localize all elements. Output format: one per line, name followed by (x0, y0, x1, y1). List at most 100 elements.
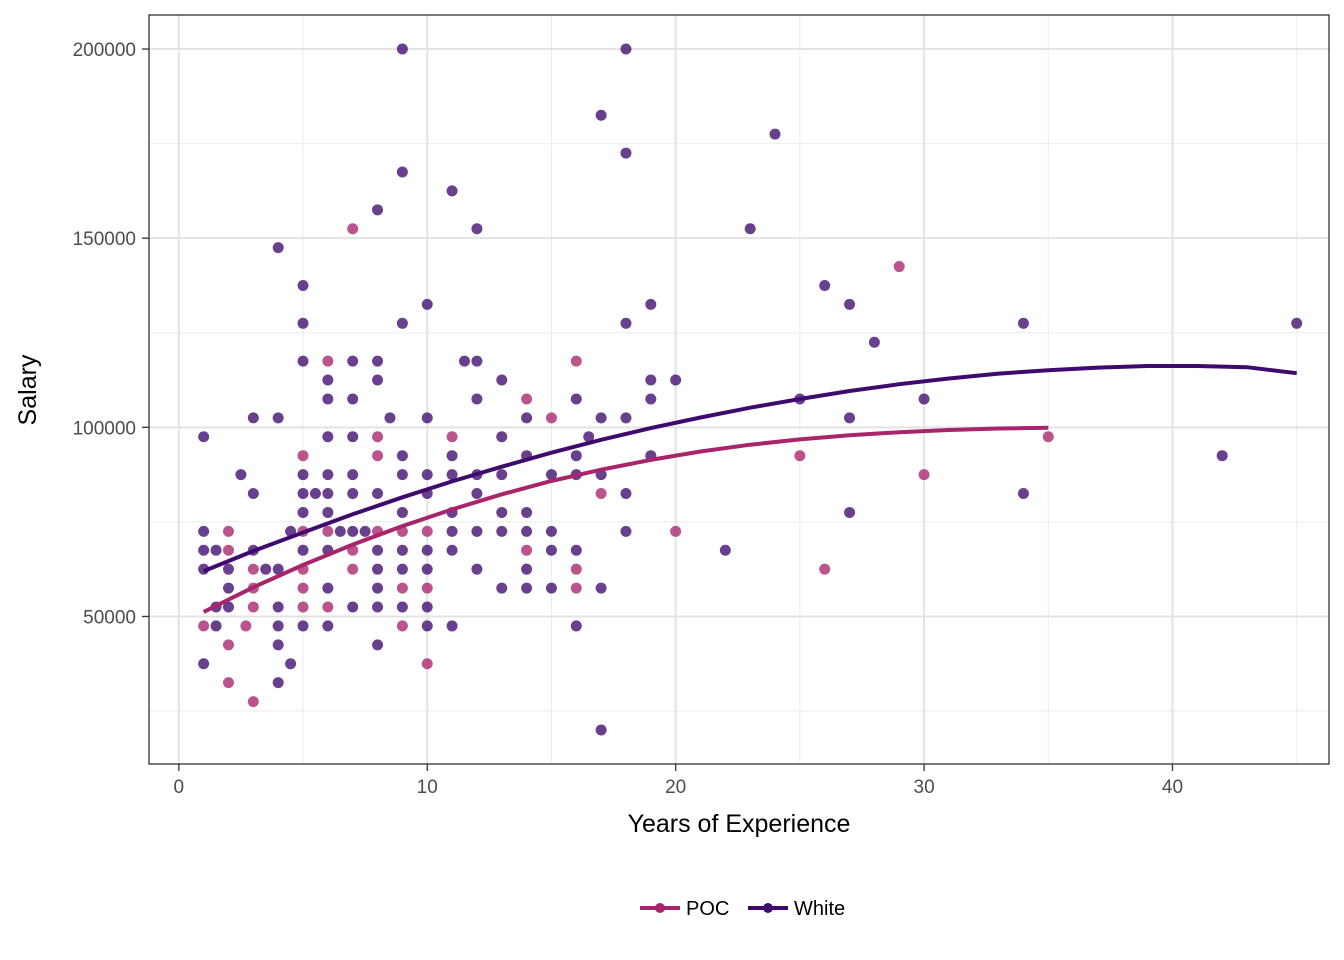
data-point-poc (421, 525, 433, 537)
data-point-white (396, 469, 408, 481)
data-point-white (347, 469, 359, 481)
data-point-white (458, 355, 470, 367)
grid-lines (149, 15, 1329, 764)
data-point-white (471, 393, 483, 405)
data-point-white (570, 393, 582, 405)
data-point-white (322, 620, 334, 632)
data-point-white (396, 563, 408, 575)
data-point-poc (222, 639, 234, 651)
data-point-white (471, 355, 483, 367)
fit-line-poc (202, 425, 1049, 614)
data-point-white (645, 298, 657, 310)
data-point-poc (347, 223, 359, 235)
y-tick-label: 100000 (73, 418, 136, 439)
data-point-white (384, 412, 396, 424)
data-point-white (210, 544, 222, 556)
data-point-white (595, 412, 607, 424)
data-point-white (322, 582, 334, 594)
data-point-poc (247, 563, 259, 575)
data-point-white (446, 469, 458, 481)
data-point-white (570, 450, 582, 462)
y-tick-label: 50000 (83, 607, 136, 628)
data-point-poc (297, 582, 309, 594)
data-point-white (396, 544, 408, 556)
data-point-white (297, 317, 309, 329)
data-point-white (235, 469, 247, 481)
data-point-white (421, 469, 433, 481)
data-point-white (322, 469, 334, 481)
data-point-poc (1042, 431, 1054, 443)
data-point-white (570, 544, 582, 556)
data-point-white (545, 525, 557, 537)
data-point-poc (521, 544, 533, 556)
data-point-poc (322, 601, 334, 613)
legend-key-dot-poc (655, 903, 665, 913)
data-point-white (198, 544, 210, 556)
data-point-poc (545, 412, 557, 424)
axes: 0 10 20 30 40 50000 100000 150000 200000 (73, 40, 1183, 798)
data-point-white (719, 544, 731, 556)
data-point-white (322, 506, 334, 518)
legend-item-poc: POC (640, 898, 729, 920)
data-point-white (285, 658, 297, 670)
data-point-poc (322, 355, 334, 367)
data-point-white (297, 620, 309, 632)
data-point-white (272, 563, 284, 575)
data-point-poc (198, 620, 210, 632)
data-point-white (645, 393, 657, 405)
data-point-white (421, 412, 433, 424)
data-point-poc (396, 620, 408, 632)
data-point-white (198, 658, 210, 670)
data-point-white (595, 109, 607, 121)
data-point-white (322, 488, 334, 500)
data-point-white (844, 298, 856, 310)
data-point-white (496, 506, 508, 518)
data-point-poc (222, 544, 234, 556)
data-point-white (297, 488, 309, 500)
data-point-poc (918, 469, 930, 481)
data-point-poc (396, 582, 408, 594)
data-point-poc (819, 563, 831, 575)
data-point-white (1017, 488, 1029, 500)
data-point-poc (421, 582, 433, 594)
data-point-white (247, 488, 259, 500)
legend-label-poc: POC (686, 898, 729, 920)
data-point-white (198, 525, 210, 537)
data-point-white (198, 431, 210, 443)
data-point-white (322, 393, 334, 405)
data-point-poc (322, 525, 334, 537)
data-point-poc (222, 525, 234, 537)
data-point-white (595, 724, 607, 736)
data-point-white (620, 488, 632, 500)
data-point-white (372, 355, 384, 367)
data-point-white (570, 620, 582, 632)
data-point-white (396, 450, 408, 462)
data-point-white (272, 639, 284, 651)
data-point-white (272, 242, 284, 254)
data-point-white (595, 582, 607, 594)
data-point-poc (222, 677, 234, 689)
data-point-white (496, 582, 508, 594)
x-tick-label: 20 (665, 777, 686, 798)
y-axis-title: Salary (14, 354, 42, 425)
data-point-white (347, 431, 359, 443)
data-point-white (471, 223, 483, 235)
data-point-poc (570, 563, 582, 575)
data-point-white (620, 317, 632, 329)
data-point-white (521, 412, 533, 424)
data-point-white (471, 525, 483, 537)
data-point-white (844, 412, 856, 424)
data-point-white (396, 317, 408, 329)
data-point-white (471, 563, 483, 575)
data-point-white (372, 544, 384, 556)
data-point-white (372, 204, 384, 216)
legend: POC White (640, 898, 845, 920)
data-point-white (496, 431, 508, 443)
data-point-white (421, 298, 433, 310)
fit-line-white (202, 364, 1297, 573)
data-point-white (347, 525, 359, 537)
data-point-white (521, 563, 533, 575)
data-point-white (222, 601, 234, 613)
data-point-white (372, 601, 384, 613)
